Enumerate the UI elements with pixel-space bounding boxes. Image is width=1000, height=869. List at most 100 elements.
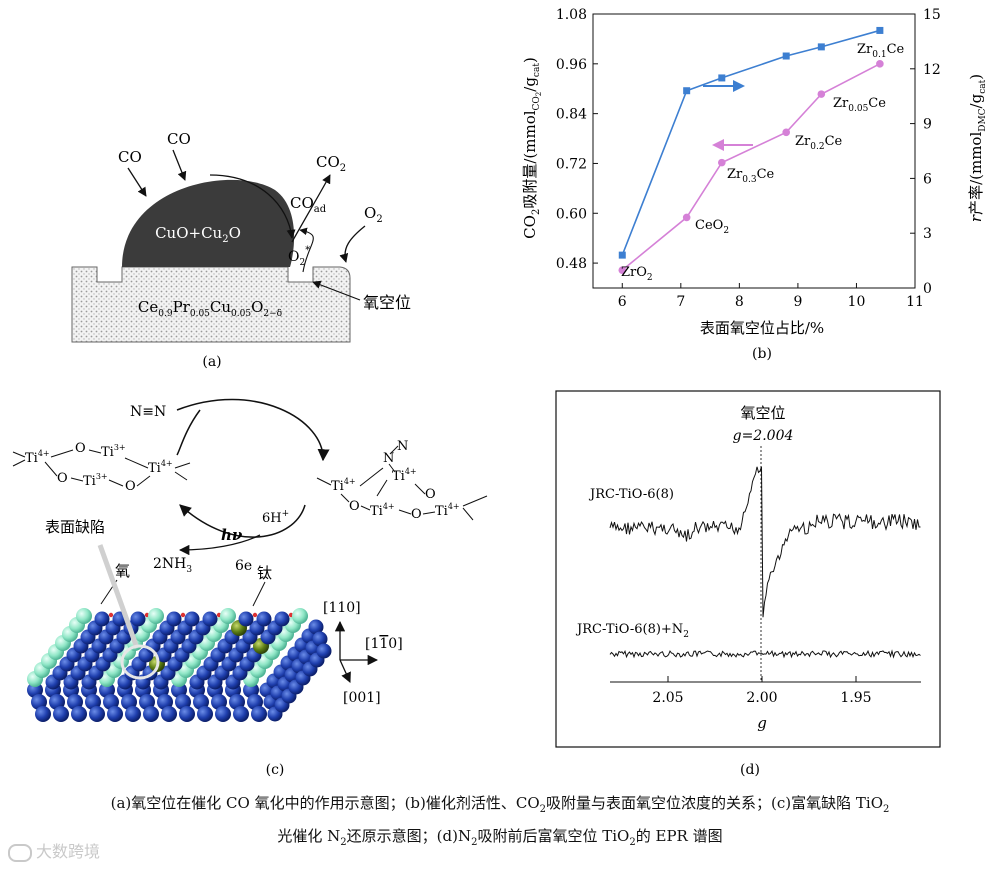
lattice-atom bbox=[35, 706, 51, 722]
left-axis-arrow bbox=[712, 139, 753, 151]
panel-b-chart: 6 7 8 9 10 11 0.48 0.60 0.72 0.84 0.96 1.08 0 3 6 9 12 15… bbox=[521, 7, 988, 362]
right-tick-label: 12 bbox=[923, 62, 941, 78]
epr-trace-2 bbox=[609, 649, 921, 659]
x-axis-label: 表面氧空位占比/% bbox=[700, 319, 824, 337]
arrow-co-1 bbox=[127, 167, 147, 197]
right-tick-label: 9 bbox=[923, 117, 932, 133]
svg-text:O: O bbox=[425, 487, 436, 502]
epr-tick-1: 2.05 bbox=[652, 690, 683, 706]
figure-caption: (a)氧空位在催化 CO 氧化中的作用示意图；(b)催化剂活性、CO2吸附量与表… bbox=[0, 790, 1000, 856]
co-ad-label: COad bbox=[290, 194, 327, 215]
right-tick-label: 15 bbox=[923, 7, 941, 23]
data-point-s0-1 bbox=[683, 87, 691, 95]
point-label-zr03ce: Zr0.3Ce bbox=[727, 167, 775, 185]
trace-label-2: JRC-TiO-6(8)+N2 bbox=[575, 622, 689, 640]
data-point-s0-0 bbox=[618, 251, 626, 259]
svg-text:Ti4+: Ti4+ bbox=[435, 502, 460, 519]
support-substrate bbox=[71, 266, 351, 343]
data-point-s1-1 bbox=[682, 213, 691, 222]
vacancy-pointer bbox=[312, 280, 361, 301]
svg-text:O: O bbox=[125, 479, 136, 494]
defect-label: 表面缺陷 bbox=[45, 518, 105, 536]
svg-text:N: N bbox=[397, 439, 408, 454]
point-label-ceo2: CeO2 bbox=[695, 218, 729, 236]
right-tick-label: 6 bbox=[923, 171, 932, 187]
nh3-label: 2NH3 bbox=[153, 556, 192, 575]
lattice-atom bbox=[71, 706, 87, 722]
particle-label: CuO+Cu2O bbox=[155, 224, 241, 245]
cuo-particle bbox=[122, 179, 295, 267]
svg-text:O: O bbox=[75, 441, 86, 456]
svg-text:Ti4+: Ti4+ bbox=[392, 467, 417, 484]
lattice-atom bbox=[107, 706, 123, 722]
data-point-s0-4 bbox=[817, 43, 825, 51]
oxygen-atom bbox=[76, 608, 92, 624]
watermark-logo-icon bbox=[8, 843, 32, 862]
lattice-atom bbox=[179, 706, 195, 722]
lattice-atom bbox=[94, 611, 110, 627]
left-tick-label: 1.08 bbox=[556, 7, 587, 23]
ti-structure-right: N N Ti4+ Ti4+ O Ti4+ O O Ti4+ bbox=[316, 439, 488, 522]
lattice-atom bbox=[238, 611, 254, 627]
data-point-s1-5 bbox=[876, 60, 884, 68]
epr-x-axis: 2.05 2.00 1.95 g bbox=[610, 676, 921, 732]
data-point-s1-0 bbox=[618, 266, 627, 274]
caption-line-1: (a)氧空位在催化 CO 氧化中的作用示意图；(b)催化剂活性、CO2吸附量与表… bbox=[110, 794, 890, 815]
svg-text:O: O bbox=[411, 507, 422, 522]
panel-d-frame bbox=[555, 390, 941, 748]
epr-peak-label: 氧空位 bbox=[740, 404, 785, 422]
lattice-atom bbox=[197, 706, 213, 722]
lattice-atom bbox=[233, 706, 249, 722]
lattice-atom bbox=[274, 611, 290, 627]
panel-d-epr: 氧空位 g=2.004 JRC-TiO-6(8) JRC-TiO-6(8)+N2… bbox=[555, 390, 941, 778]
data-point-s1-2 bbox=[718, 158, 726, 167]
svg-text:[001]: [001] bbox=[343, 690, 381, 706]
left-tick-label: 0.72 bbox=[556, 156, 587, 172]
left-tick-label: 0.84 bbox=[556, 107, 587, 123]
panel-a-label: (a) bbox=[202, 354, 221, 370]
hv-label: hν bbox=[221, 526, 243, 544]
svg-text:O: O bbox=[57, 471, 68, 486]
series-line-0 bbox=[621, 29, 881, 256]
svg-text:Ti4+: Ti4+ bbox=[331, 477, 356, 494]
cycle-arrow-bottom bbox=[179, 504, 306, 538]
arrow-surface-flow bbox=[209, 174, 296, 239]
vacancy-label-a: 氧空位 bbox=[363, 293, 411, 312]
epr-trace-1 bbox=[609, 466, 921, 618]
svg-text:[110]: [110] bbox=[365, 636, 403, 652]
svg-text:O: O bbox=[349, 499, 360, 514]
point-label-zr01ce: Zr0.1Ce bbox=[857, 42, 905, 60]
panel-a-schematic: CuO+Cu2O Ce0.9Pr0.05Cu0.05O2−δ CO CO CO2… bbox=[71, 130, 411, 370]
co2-product-label: CO2 bbox=[316, 153, 346, 174]
panel-d-label: (d) bbox=[740, 762, 760, 778]
arrow-co-2 bbox=[172, 149, 187, 181]
point-label-zr02ce: Zr0.2Ce bbox=[795, 134, 843, 152]
svg-text:Ti3+: Ti3+ bbox=[83, 472, 108, 489]
oxygen-label: 氧 bbox=[115, 562, 130, 580]
data-point-s0-5 bbox=[876, 26, 884, 34]
x-tick-label: 8 bbox=[735, 294, 744, 310]
oxygen-atom bbox=[148, 608, 164, 624]
lattice-atom bbox=[161, 706, 177, 722]
left-tick-label: 0.96 bbox=[556, 57, 587, 73]
co-label-1: CO bbox=[118, 148, 142, 166]
lattice-atom bbox=[184, 611, 200, 627]
lattice-atom bbox=[316, 643, 332, 659]
svg-text:Ti3+: Ti3+ bbox=[101, 443, 126, 460]
data-point-s1-3 bbox=[782, 128, 790, 137]
lattice-atom bbox=[53, 706, 69, 722]
x-tick-label: 9 bbox=[793, 294, 802, 310]
watermark: 大数跨境 bbox=[8, 838, 100, 862]
hplus-label: 6H+ bbox=[262, 509, 289, 526]
right-tick-label: 3 bbox=[923, 226, 932, 242]
arrow-o2-in bbox=[339, 225, 366, 263]
co-label-2: CO bbox=[167, 130, 191, 148]
electron-label: 6e bbox=[235, 558, 252, 574]
lattice-atom bbox=[166, 611, 182, 627]
arrow-oxygen-dissociation bbox=[299, 227, 314, 273]
panel-c-label: (c) bbox=[266, 762, 285, 778]
lattice-atom bbox=[308, 619, 324, 635]
support-label: Ce0.9Pr0.05Cu0.05O2−δ bbox=[138, 298, 282, 319]
svg-text:Ti4+: Ti4+ bbox=[148, 459, 173, 476]
lattice-atom bbox=[202, 611, 218, 627]
